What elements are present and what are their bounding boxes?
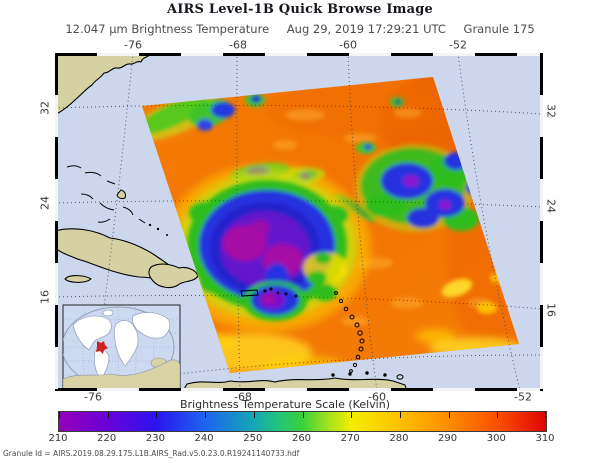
hispaniola xyxy=(148,263,199,289)
puerto-rico xyxy=(240,289,259,297)
colorbar-tick: 230 xyxy=(145,433,165,444)
inset-north-america xyxy=(72,315,112,351)
axis-label-lat-right: 24 xyxy=(544,199,558,213)
axis-label-lon-bottom: -52 xyxy=(514,390,532,404)
axis-label-lat-left: 32 xyxy=(38,101,52,115)
subtitle-datetime: Aug 29, 2019 17:29:21 UTC xyxy=(286,22,446,36)
colorbar-tick: 210 xyxy=(48,433,68,444)
inset-asia xyxy=(132,312,171,339)
colorbar-tick: 220 xyxy=(97,433,117,444)
granule-id-text: Granule Id = AIRS.2019.08.29.175.L1B.AIR… xyxy=(3,449,300,458)
axis-label-lat-left: 16 xyxy=(38,290,52,304)
colorbar-tick: 260 xyxy=(291,433,312,444)
jamaica xyxy=(64,275,92,283)
colorbar xyxy=(58,411,547,432)
axis-label-lat-right: 16 xyxy=(544,303,558,317)
axis-label-lat-left: 24 xyxy=(38,196,52,210)
colorbar-tick: 250 xyxy=(243,433,263,444)
axis-label-lon-top: -52 xyxy=(449,38,467,52)
coastline-land xyxy=(55,53,408,391)
axis-label-lon-bottom: -60 xyxy=(368,390,386,404)
inset-antarctica xyxy=(63,359,180,390)
northwest-cloud-band xyxy=(142,93,404,141)
colorbar-tick-labels: 210 220 230 240 250 260 270 280 290 300 … xyxy=(48,433,554,446)
colorbar-tick: 290 xyxy=(438,433,458,444)
subtitle-granule: Granule 175 xyxy=(463,22,535,36)
axis-label-lon-top: -68 xyxy=(229,38,247,52)
antilles-islands xyxy=(240,287,404,380)
page-title: AIRS Level-1B Quick Browse Image xyxy=(166,2,433,17)
colorbar-tick: 240 xyxy=(194,433,214,444)
colorbar-tick: 270 xyxy=(340,433,360,444)
inset-greenland xyxy=(102,309,114,317)
colorbar-tick: 280 xyxy=(389,433,409,444)
inset-africa-europe xyxy=(114,320,139,367)
bahamas-islands xyxy=(66,165,168,236)
us-east-coast xyxy=(55,53,152,116)
brightness-temperature-map xyxy=(55,53,543,391)
axis-label-lat-right: 32 xyxy=(544,104,558,118)
colorbar-title: Brightness Temperature Scale (Kelvin) xyxy=(180,398,390,411)
colorbar-tick: 310 xyxy=(535,433,555,444)
hurricane-cold-cloud-tops xyxy=(163,164,371,332)
world-locator-inset xyxy=(62,304,181,391)
axis-label-lon-bottom: -68 xyxy=(234,390,252,404)
granule-location-marker xyxy=(96,341,108,354)
graticule xyxy=(55,53,543,391)
figure-subtitle: 12.047 μm Brightness Temperature Aug 29,… xyxy=(0,22,600,36)
map-canvas xyxy=(55,53,543,391)
south-america-coast xyxy=(182,377,408,391)
axis-label-lon-top: -60 xyxy=(339,38,357,52)
axis-label-lon-top: -76 xyxy=(124,38,142,52)
subtitle-product: 12.047 μm Brightness Temperature xyxy=(65,22,270,36)
colorbar-tick: 300 xyxy=(486,433,506,444)
axis-label-lon-bottom: -76 xyxy=(84,390,102,404)
